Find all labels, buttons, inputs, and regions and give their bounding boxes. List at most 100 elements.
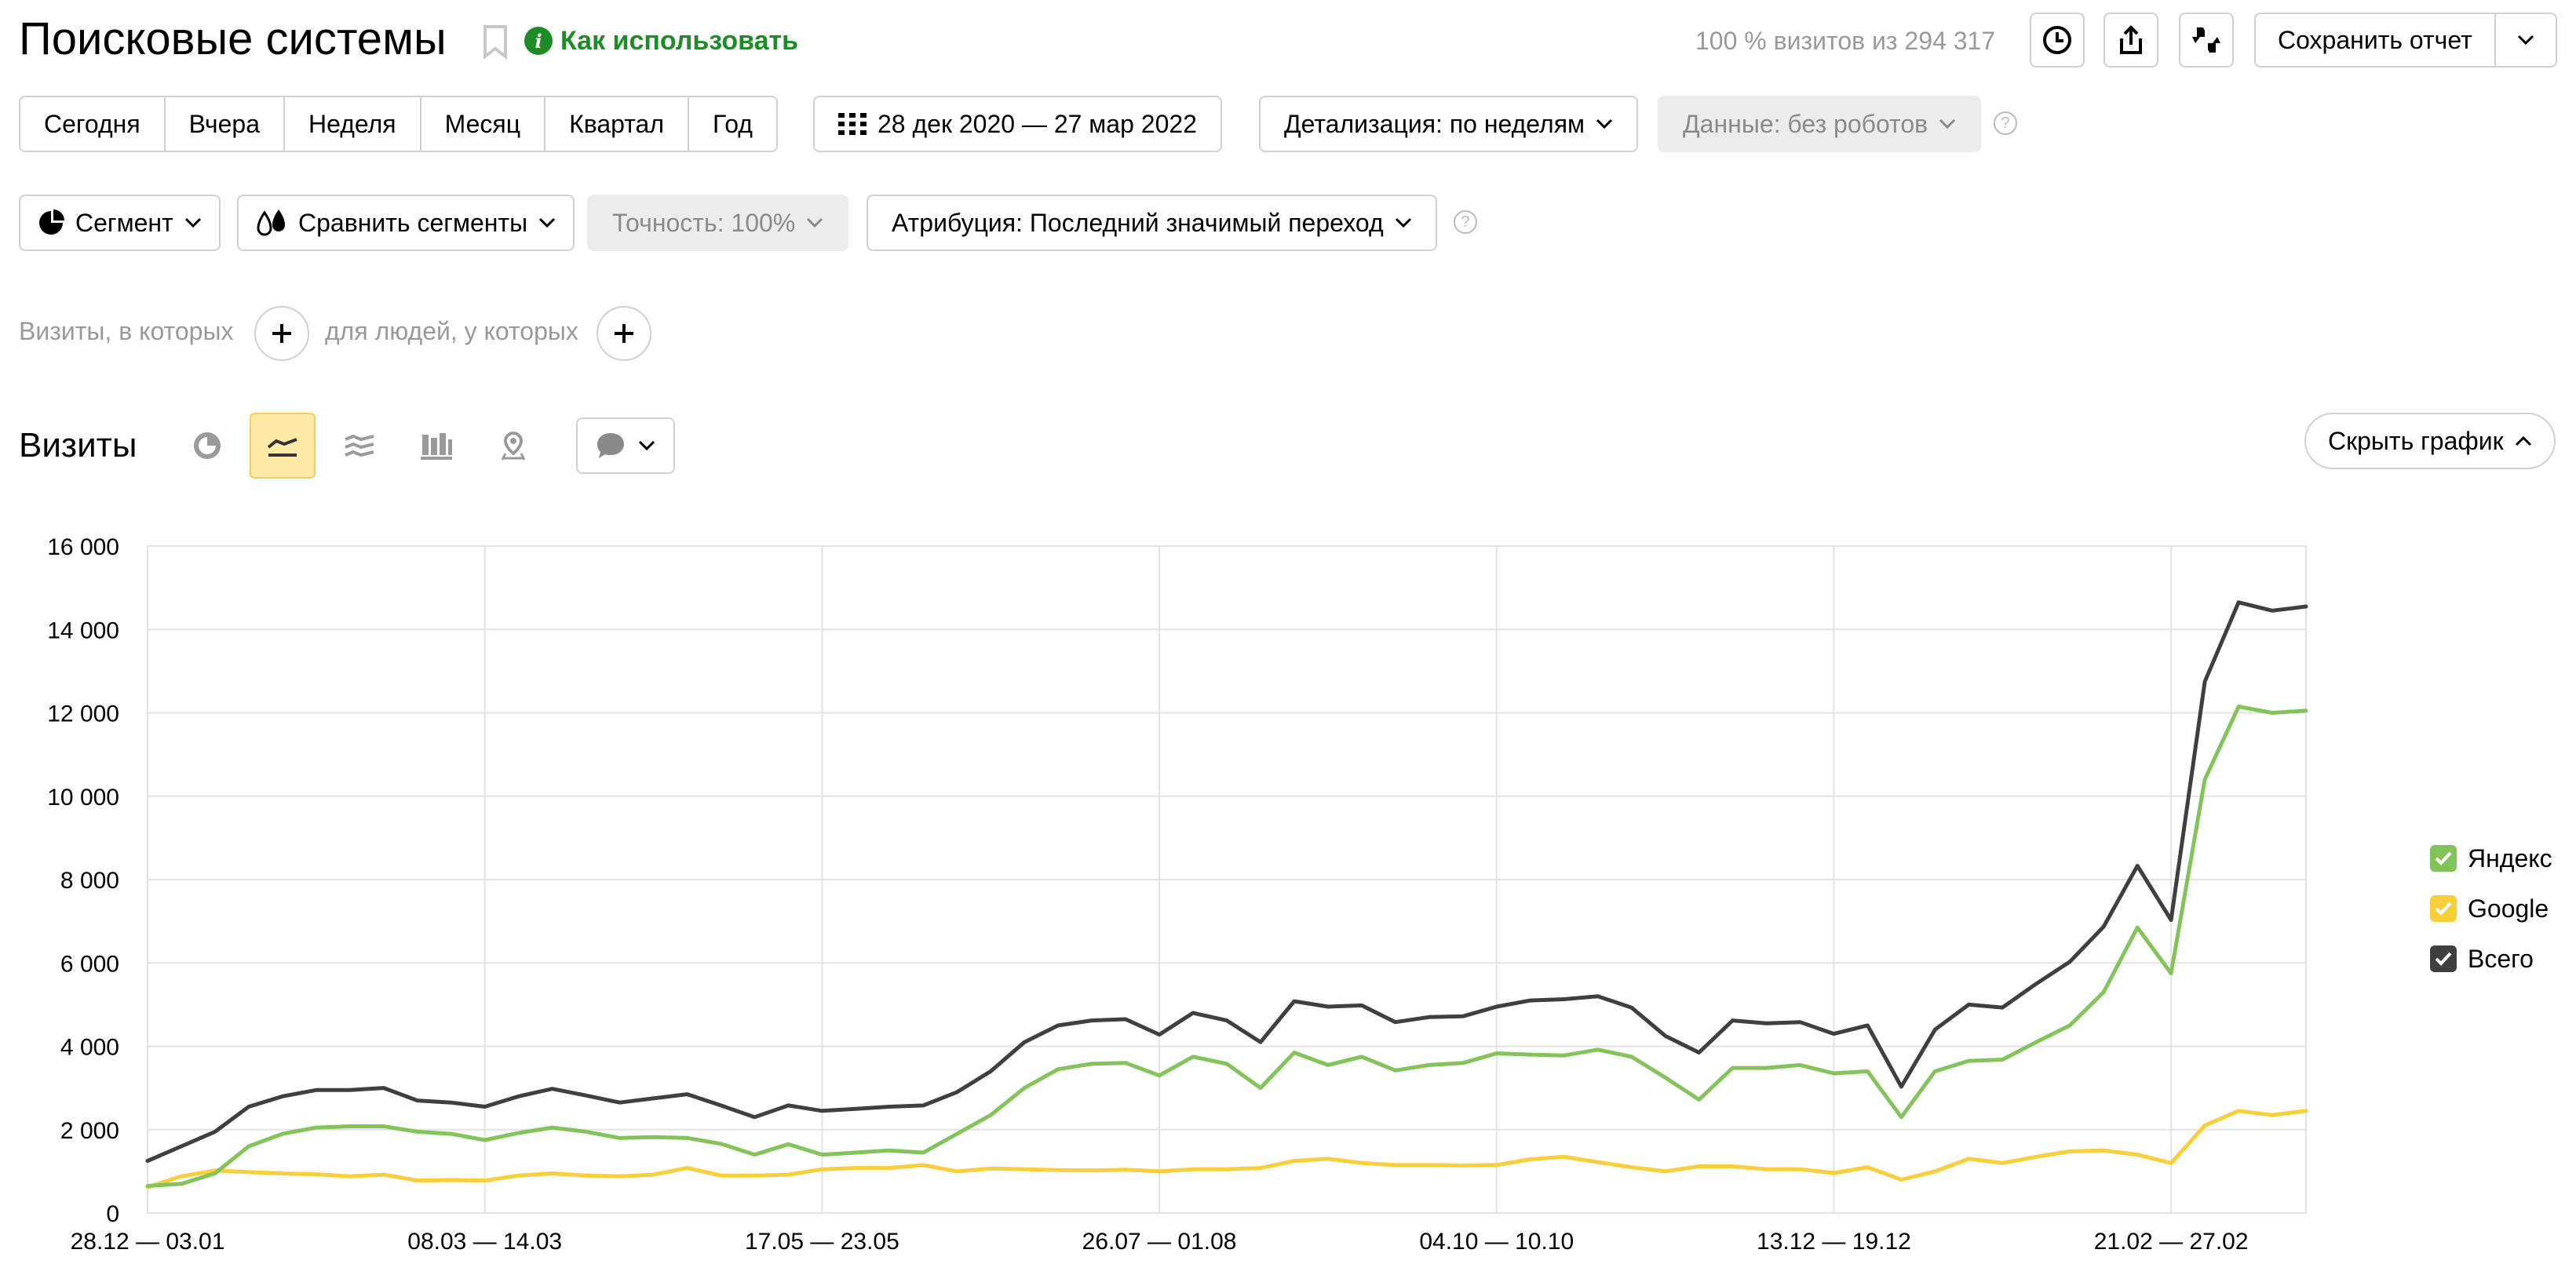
chevron-down-icon <box>1395 217 1411 228</box>
checkbox-checked-icon <box>2430 845 2457 872</box>
detail-dropdown[interactable]: Детализация: по неделям <box>1259 96 1639 152</box>
map-pin-icon <box>501 431 526 461</box>
save-report-button[interactable]: Сохранить отчет <box>2278 25 2472 54</box>
attribution-dropdown[interactable]: Атрибуция: Последний значимый переход <box>867 195 1437 251</box>
feedback-button[interactable] <box>2179 13 2234 67</box>
series-line-yandex <box>145 705 2308 1188</box>
accuracy-dropdown[interactable]: Точность: 100% <box>587 195 849 251</box>
help-icon[interactable]: ? <box>1454 210 1477 234</box>
y-tick-label: 2 000 <box>60 1118 119 1144</box>
y-tick-label: 14 000 <box>47 617 119 643</box>
chevron-down-icon <box>1596 118 1613 129</box>
x-tick-label: 13.12 — 19.12 <box>1757 1229 1911 1255</box>
x-tick-label: 04.10 — 10.10 <box>1419 1229 1574 1255</box>
line-chart-icon <box>267 438 297 457</box>
y-tick-label: 8 000 <box>60 868 119 894</box>
hide-chart-label: Скрыть график <box>2328 426 2504 455</box>
export-button[interactable] <box>2103 13 2158 67</box>
date-range-label: 28 дек 2020 — 27 мар 2022 <box>878 109 1197 138</box>
checkbox-checked-icon <box>2430 945 2457 972</box>
chevron-down-icon <box>539 217 556 228</box>
series-line-total <box>145 600 2308 1164</box>
add-people-condition-button[interactable] <box>597 306 651 361</box>
compare-segments-label: Сравнить сегменты <box>298 208 528 237</box>
y-tick-label: 16 000 <box>47 534 119 560</box>
calendar-icon <box>838 113 867 135</box>
series-line-google <box>145 1109 2308 1189</box>
x-tick-label: 17.05 — 23.05 <box>745 1229 899 1255</box>
chevron-down-icon <box>184 217 201 228</box>
chart-type-area[interactable] <box>327 413 392 479</box>
y-tick-label: 6 000 <box>60 951 119 977</box>
y-tick-label: 0 <box>106 1201 119 1227</box>
compare-segments-dropdown[interactable]: Сравнить сегменты <box>237 195 575 251</box>
plus-icon <box>272 324 291 343</box>
period-month[interactable]: Месяц <box>421 97 546 151</box>
add-visit-condition-button[interactable] <box>254 306 309 361</box>
chevron-down-icon <box>2517 35 2534 46</box>
visits-share-text: 100 % визитов из 294 317 <box>1695 27 1996 55</box>
legend-label: Яндекс <box>2468 843 2552 872</box>
y-tick-label: 10 000 <box>47 785 119 811</box>
save-report-dropdown[interactable] <box>2494 14 2556 66</box>
thumbs-icon <box>2192 27 2220 53</box>
visits-line-chart: 0 2 000 4 000 6 000 8 000 10 000 12 000 14 000 1… <box>47 534 2308 1255</box>
attribution-label: Атрибуция: Последний значимый переход <box>892 208 1384 237</box>
pie-chart-icon <box>39 209 64 235</box>
date-range-button[interactable]: 28 дек 2020 — 27 мар 2022 <box>813 96 1222 152</box>
people-filter-label: для людей, у которых <box>325 317 578 345</box>
segment-dropdown[interactable]: Сегмент <box>19 195 221 251</box>
period-selector: Сегодня Вчера Неделя Месяц Квартал Год <box>19 96 778 152</box>
accuracy-label: Точность: 100% <box>612 208 796 237</box>
data-filter-label: Данные: без роботов <box>1683 109 1928 138</box>
period-quarter[interactable]: Квартал <box>545 97 689 151</box>
period-year[interactable]: Год <box>713 109 753 138</box>
checkbox-checked-icon <box>2430 895 2457 922</box>
chart-legend: Яндекс Google Всего <box>2430 833 2552 984</box>
chart-title: Визиты <box>19 426 137 464</box>
stacked-area-icon <box>345 434 374 457</box>
segment-label: Сегмент <box>75 208 173 237</box>
data-filter-dropdown[interactable]: Данные: без роботов <box>1658 96 1982 152</box>
chevron-down-icon <box>638 440 655 451</box>
info-icon: i <box>524 27 553 55</box>
chevron-up-icon <box>2515 435 2531 446</box>
hide-chart-button[interactable]: Скрыть график <box>2304 413 2556 469</box>
pie-chart-icon <box>194 432 221 459</box>
chart-type-pie[interactable] <box>174 413 240 479</box>
clock-icon <box>2043 26 2071 54</box>
chevron-down-icon <box>1939 118 1956 129</box>
period-today[interactable]: Сегодня <box>20 97 166 151</box>
chart-type-map[interactable] <box>480 413 546 479</box>
chart-type-bar[interactable] <box>403 413 469 479</box>
how-to-use-link[interactable]: i Как использовать <box>524 24 798 58</box>
how-to-use-label: Как использовать <box>560 25 799 56</box>
drops-icon <box>257 209 285 236</box>
period-yesterday[interactable]: Вчера <box>166 97 285 151</box>
comments-dropdown[interactable] <box>576 417 675 474</box>
history-button[interactable] <box>2030 13 2085 67</box>
period-week[interactable]: Неделя <box>285 97 421 151</box>
legend-item-total[interactable]: Всего <box>2430 934 2552 984</box>
legend-item-yandex[interactable]: Яндекс <box>2430 833 2552 883</box>
legend-label: Всего <box>2468 944 2534 973</box>
legend-label: Google <box>2468 894 2549 923</box>
help-icon[interactable]: ? <box>1994 111 2017 135</box>
share-icon <box>2120 25 2142 54</box>
x-tick-label: 08.03 — 14.03 <box>407 1229 562 1255</box>
legend-item-google[interactable]: Google <box>2430 883 2552 934</box>
detail-label: Детализация: по неделям <box>1284 109 1585 138</box>
bookmark-icon[interactable] <box>477 22 513 61</box>
x-tick-label: 28.12 — 03.01 <box>71 1229 225 1255</box>
y-tick-label: 12 000 <box>47 701 119 727</box>
plus-icon <box>615 324 633 343</box>
x-tick-label: 21.02 — 27.02 <box>2094 1229 2249 1255</box>
bar-chart-icon <box>421 433 452 460</box>
x-tick-label: 26.07 — 01.08 <box>1082 1229 1237 1255</box>
chart-type-line[interactable] <box>250 413 316 479</box>
visits-filter-label: Визиты, в которых <box>19 317 234 345</box>
y-tick-label: 4 000 <box>60 1035 119 1061</box>
comment-icon <box>597 433 624 458</box>
chevron-down-icon <box>807 217 823 228</box>
page-title: Поисковые системы <box>19 13 447 64</box>
